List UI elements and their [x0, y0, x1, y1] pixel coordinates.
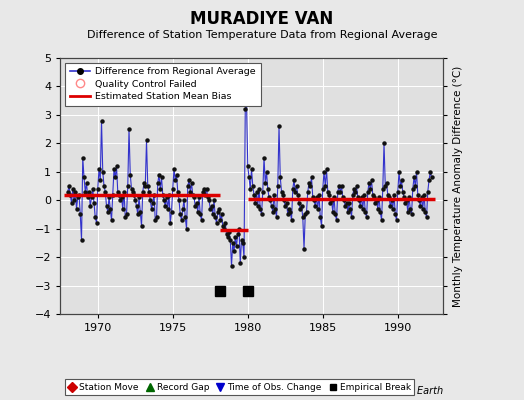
- Text: MURADIYE VAN: MURADIYE VAN: [190, 10, 334, 28]
- Legend: Station Move, Record Gap, Time of Obs. Change, Empirical Break: Station Move, Record Gap, Time of Obs. C…: [65, 379, 414, 396]
- Text: Difference of Station Temperature Data from Regional Average: Difference of Station Temperature Data f…: [87, 30, 437, 40]
- Y-axis label: Monthly Temperature Anomaly Difference (°C): Monthly Temperature Anomaly Difference (…: [453, 65, 463, 307]
- Text: Berkeley Earth: Berkeley Earth: [370, 386, 443, 396]
- Legend: Difference from Regional Average, Quality Control Failed, Estimated Station Mean: Difference from Regional Average, Qualit…: [65, 63, 260, 106]
